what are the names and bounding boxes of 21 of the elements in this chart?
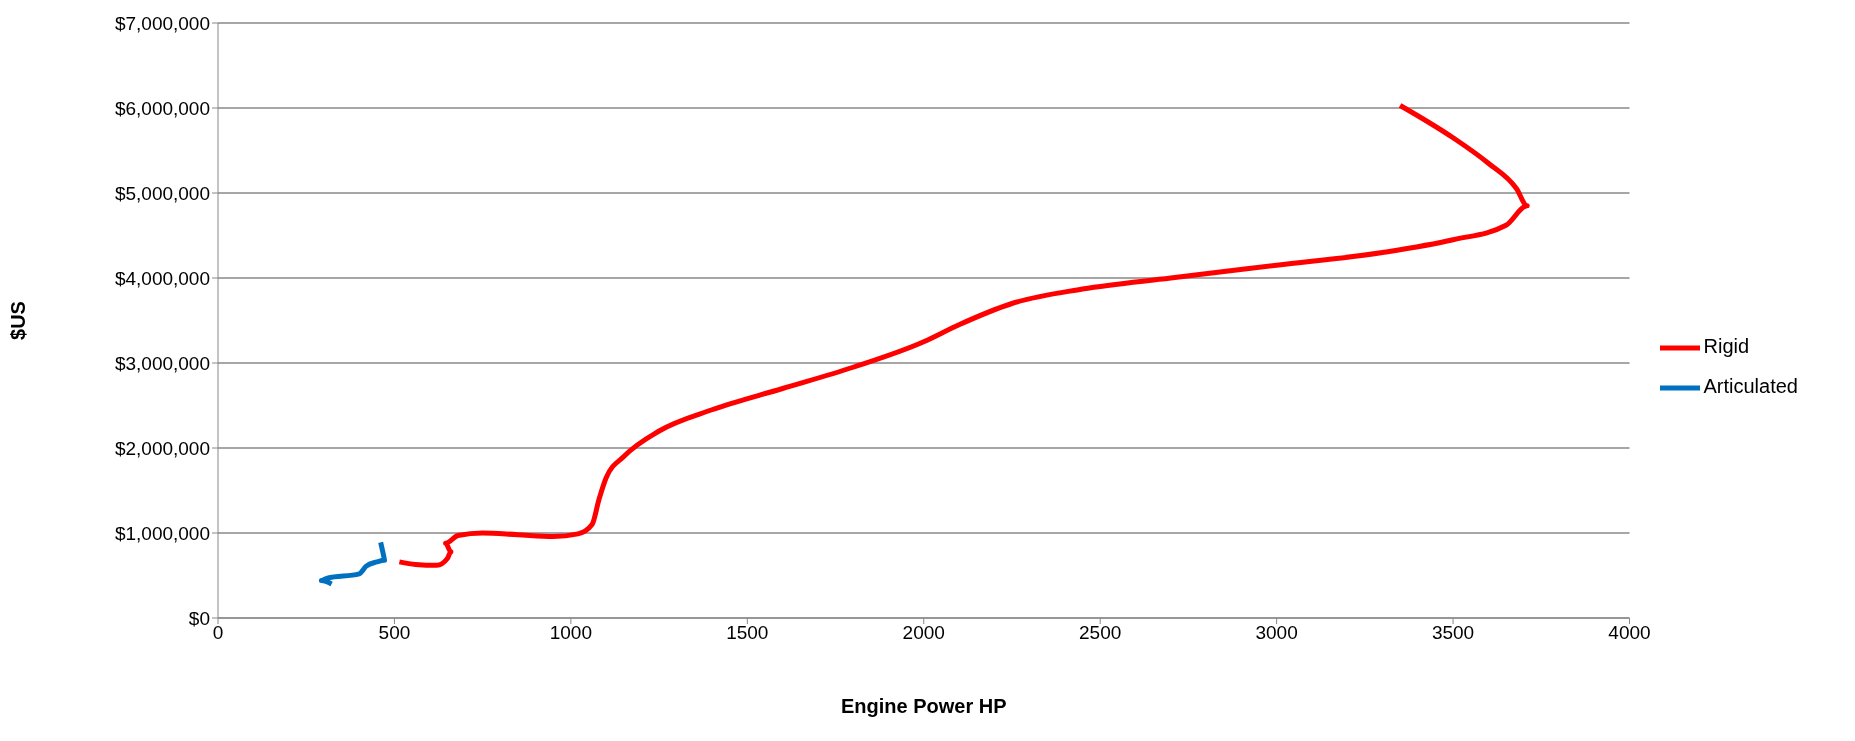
x-tick-label: 4000 — [1608, 622, 1651, 644]
x-tick-label: 3500 — [1431, 622, 1475, 644]
y-tick-label: $4,000,000 — [114, 267, 210, 289]
y-tick-label: $7,000,000 — [114, 12, 210, 34]
x-tick-label: 2500 — [1079, 622, 1122, 644]
y-axis-title: $US — [7, 301, 30, 340]
legend-label: Articulated — [1703, 375, 1798, 398]
y-tick-label: $2,000,000 — [114, 437, 210, 459]
legend-label: Rigid — [1703, 335, 1750, 358]
y-tick-label: $3,000,000 — [114, 352, 210, 374]
x-tick-label: 1500 — [726, 622, 769, 644]
x-tick-label: 500 — [378, 622, 411, 644]
y-tick-label: $1,000,000 — [114, 522, 210, 544]
x-tick-label: 1000 — [549, 622, 593, 644]
x-tick-label: 2000 — [902, 622, 945, 644]
y-tick-label: $0 — [188, 607, 210, 629]
x-axis-title: Engine Power HP — [840, 695, 1007, 717]
y-tick-label: $5,000,000 — [114, 182, 210, 204]
x-tick-label: 3000 — [1255, 622, 1298, 644]
y-tick-label: $6,000,000 — [114, 97, 210, 119]
x-tick-label: 0 — [212, 622, 224, 644]
